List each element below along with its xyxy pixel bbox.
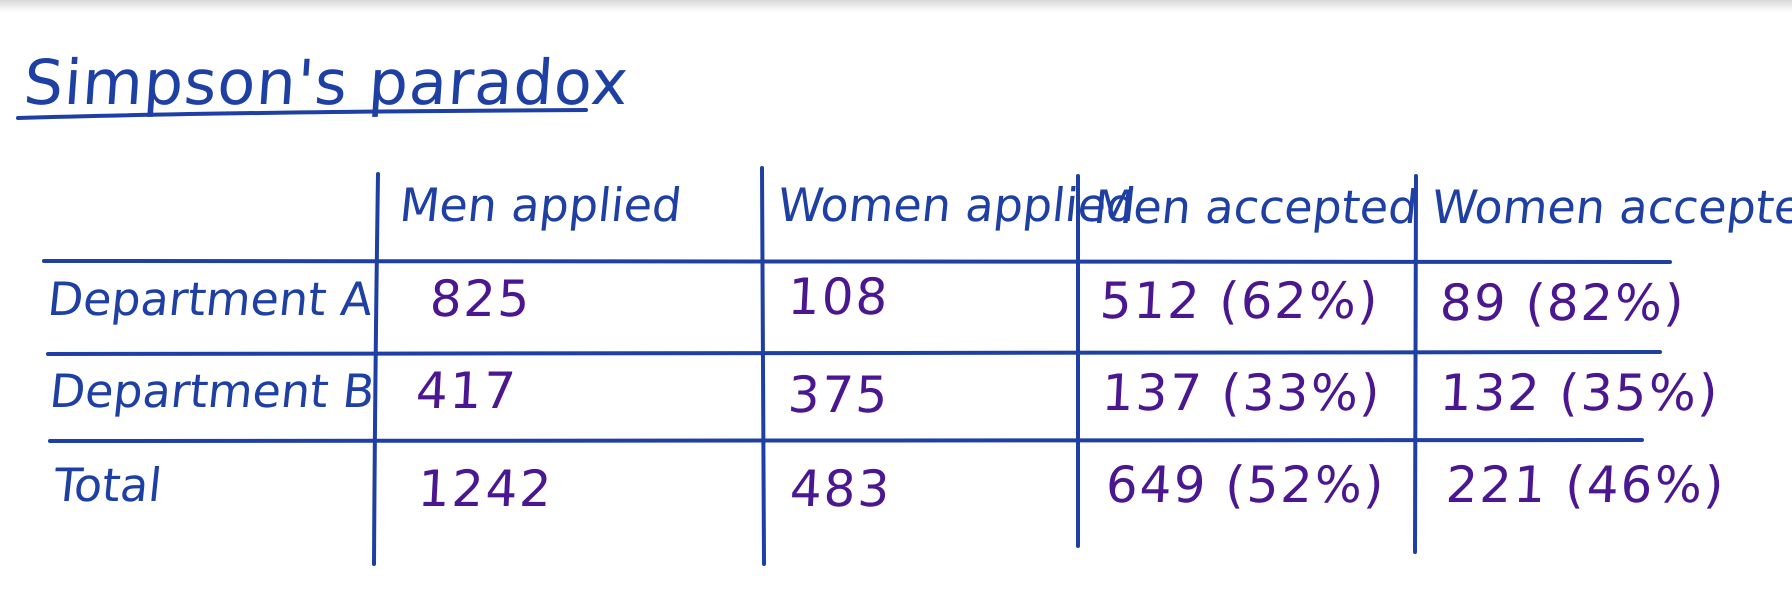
cell-dept-b-women-accepted: 132 (35%)	[1438, 364, 1722, 422]
cell-total-women-accepted: 221 (46%)	[1444, 456, 1728, 514]
cell-total-men-accepted: 649 (52%)	[1104, 456, 1388, 514]
column-header-men-applied: Men applied	[397, 178, 685, 232]
grid-line-v1	[372, 172, 380, 566]
cell-total-women-applied: 483	[788, 460, 893, 518]
grid-line-v4	[1413, 174, 1418, 554]
column-header-women-accepted: Women accepted	[1429, 180, 1792, 234]
cell-dept-b-men-applied: 417	[414, 362, 519, 420]
cell-total-men-applied: 1242	[416, 460, 555, 518]
grid-line-v2	[760, 166, 766, 566]
row-label-total: Total	[51, 458, 165, 512]
title-underline	[16, 108, 588, 120]
cell-dept-a-men-applied: 825	[428, 270, 533, 328]
cell-dept-b-women-applied: 375	[786, 366, 891, 424]
cell-dept-a-men-accepted: 512 (62%)	[1098, 272, 1382, 330]
cell-dept-a-women-applied: 108	[786, 268, 891, 326]
grid-line-h2	[46, 350, 1662, 356]
cell-dept-b-men-accepted: 137 (33%)	[1100, 364, 1384, 422]
row-label-department-a: Department A	[45, 272, 376, 326]
cell-dept-a-women-accepted: 89 (82%)	[1438, 274, 1688, 332]
column-header-men-accepted: Men accepted	[1091, 180, 1421, 234]
row-label-department-b: Department B	[47, 364, 378, 418]
grid-line-h1	[42, 259, 1672, 265]
grid-line-h3	[48, 438, 1644, 443]
top-edge	[0, 0, 1792, 12]
column-header-women-applied: Women applied	[775, 178, 1139, 232]
